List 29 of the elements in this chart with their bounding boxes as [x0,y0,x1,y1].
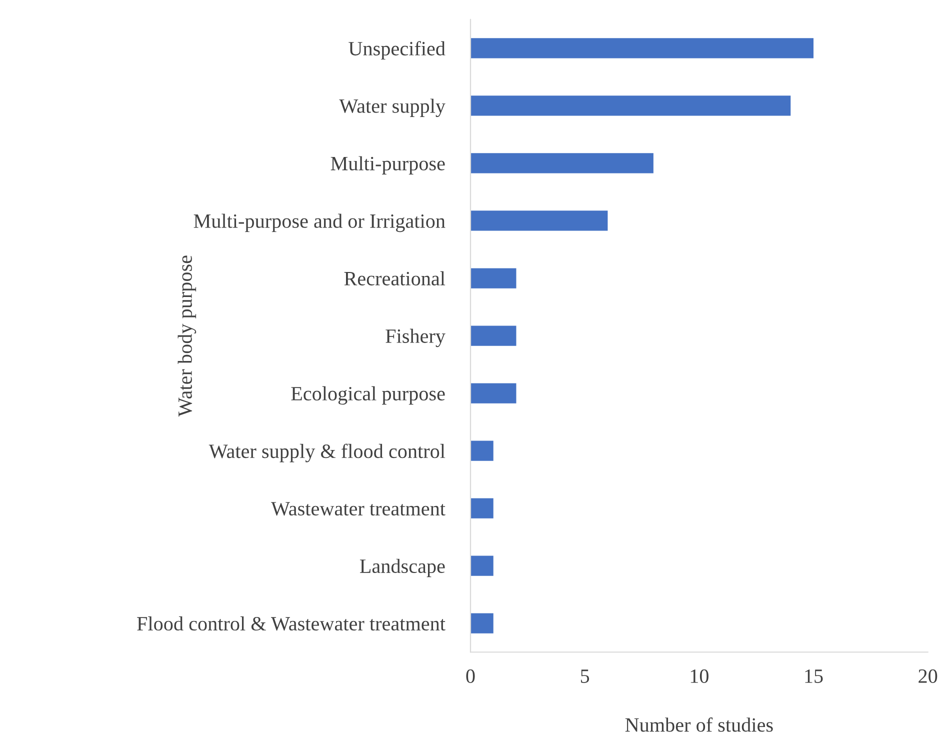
bar [470,96,791,116]
bar [470,556,494,576]
y-tick-label: Fishery [386,328,446,348]
y-tick-label: Landscape [360,558,445,578]
x-tick-label: 15 [805,669,823,683]
y-tick-label: Multi-purpose [330,156,445,174]
bar [470,383,516,404]
x-tick-label: 5 [580,670,590,683]
y-tick-label: Unspecified [348,41,446,60]
x-tick-label: 10 [690,669,708,683]
y-tick-label: Wastewater treatment [271,502,446,516]
bar [470,153,654,174]
y-tick-label: Water supply [339,98,446,118]
y-tick-label: Multi-purpose and or Irrigation [194,214,446,232]
y-tick-label: Water supply & flood control [208,444,446,462]
x-tick-label: 0 [466,669,475,683]
bar [470,268,516,288]
x-axis-title: Number of studies [625,717,773,732]
x-tick-label: 20 [918,669,938,683]
bar [470,38,814,58]
bar [470,498,494,518]
y-axis-title: Water body purpose [178,256,196,417]
y-tick-label: Flood control & Wastewater treatment [137,616,446,631]
bar [470,210,608,231]
y-tick-label: Recreational [344,271,446,286]
bar [470,613,494,634]
y-tick-label: Ecological purpose [291,386,445,405]
bar [470,440,494,461]
bar [470,326,516,346]
